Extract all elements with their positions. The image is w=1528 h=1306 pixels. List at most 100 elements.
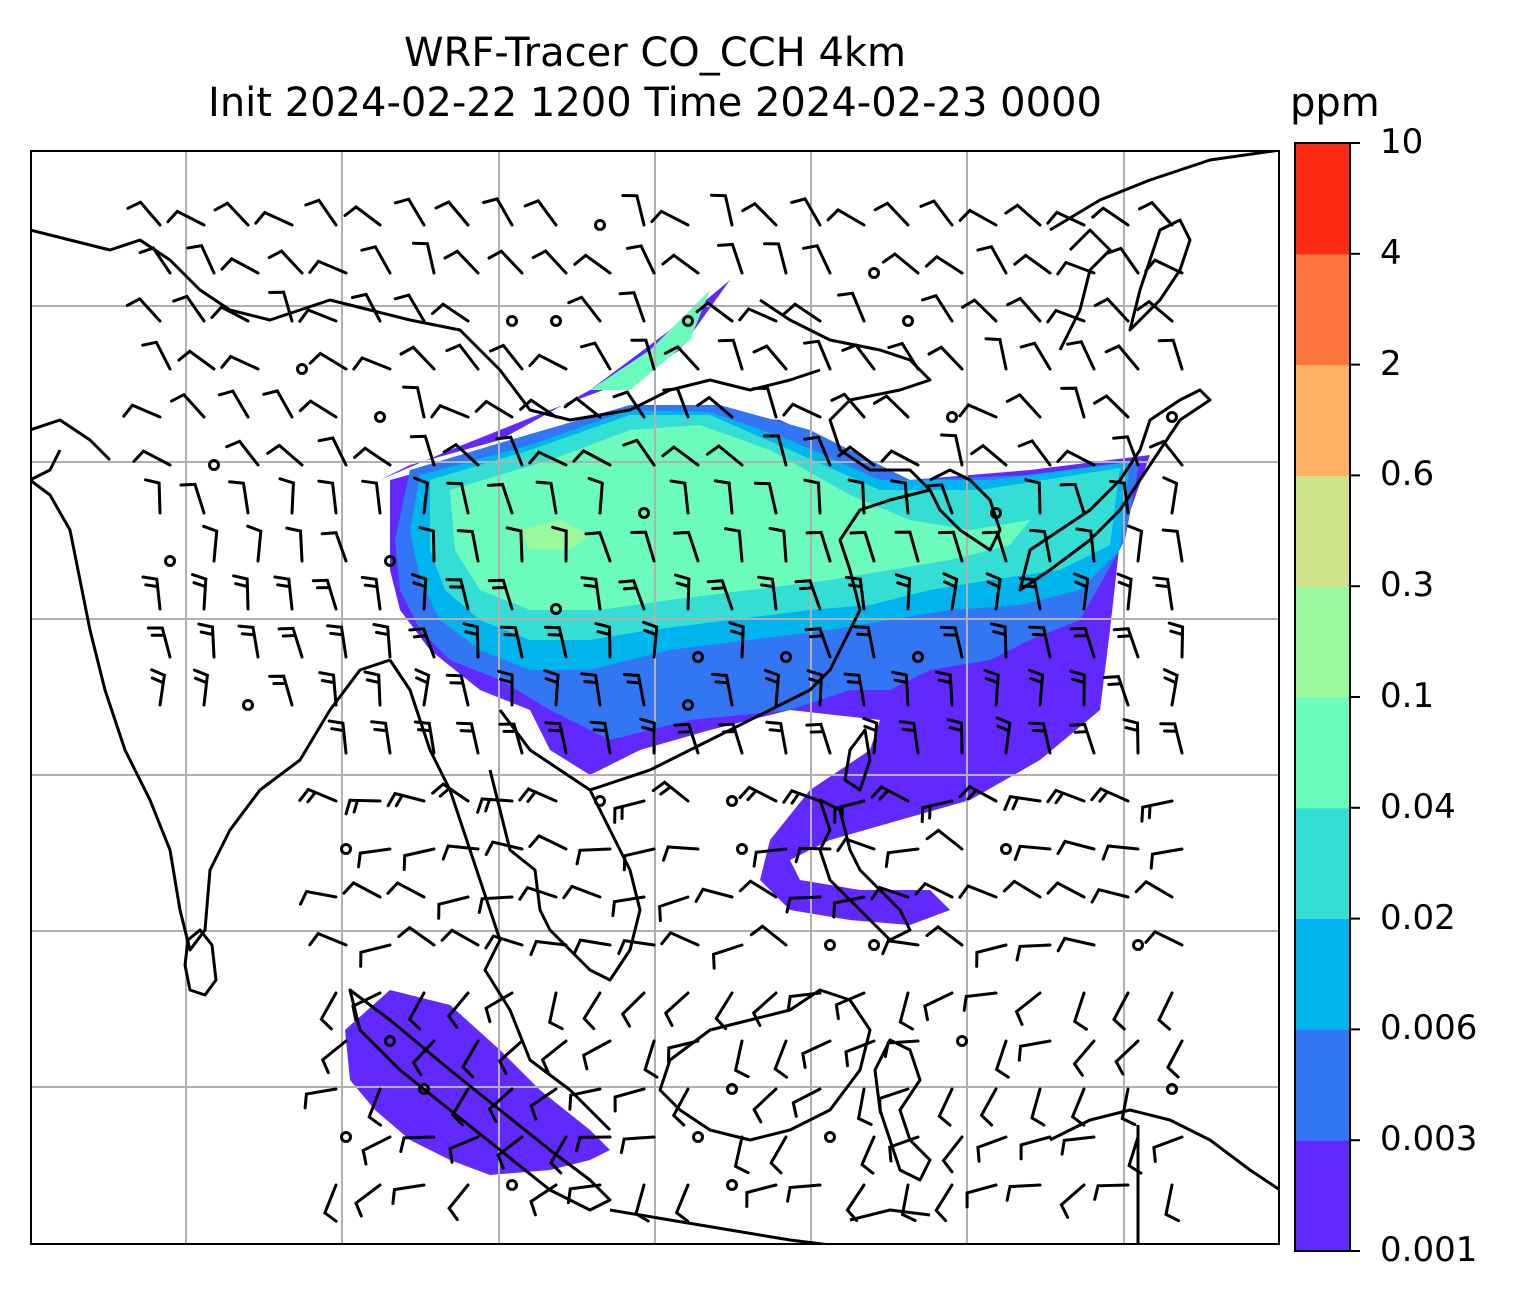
- wind-barb: [1134, 879, 1174, 899]
- calm-marker: [682, 699, 694, 711]
- wind-barb: [344, 798, 382, 816]
- wind-barb: [430, 403, 470, 419]
- wind-barb: [518, 885, 558, 901]
- wind-barb: [860, 1135, 876, 1175]
- calm-marker: [1166, 1083, 1178, 1095]
- wind-barb: [399, 345, 436, 371]
- wind-barb: [363, 670, 382, 707]
- wind-barb: [1014, 991, 1042, 1026]
- wind-barb: [197, 622, 216, 659]
- wind-barb: [529, 1183, 558, 1217]
- calm-marker: [946, 411, 958, 423]
- wind-barb: [285, 526, 304, 563]
- wind-barb: [1072, 1039, 1096, 1077]
- wind-barb: [386, 791, 426, 808]
- wind-barb: [752, 344, 788, 371]
- wind-barb: [661, 253, 700, 275]
- wind-barb: [1046, 881, 1086, 899]
- wind-barb: [1013, 844, 1052, 861]
- wind-barb: [782, 402, 822, 419]
- coastline-japan: [1018, 218, 1212, 592]
- wind-barb: [1166, 1039, 1184, 1079]
- wind-barb: [714, 991, 734, 1031]
- wind-barb: [547, 991, 564, 1031]
- wind-barb: [298, 399, 338, 419]
- wind-barb: [461, 1039, 480, 1079]
- wind-barb: [563, 396, 602, 419]
- wind-barb: [958, 208, 998, 227]
- wind-barb: [621, 194, 646, 227]
- colorbar-segment: [1295, 586, 1350, 698]
- wind-barb: [402, 847, 436, 872]
- wind-barb: [852, 625, 876, 659]
- wind-barb: [983, 669, 1000, 707]
- wind-barb: [186, 244, 216, 275]
- wind-barb: [1090, 887, 1130, 904]
- wind-barb: [1028, 721, 1052, 755]
- wind-barb: [738, 785, 778, 803]
- wind-barb: [794, 846, 832, 864]
- wind-barb: [752, 1087, 778, 1124]
- wind-barb: [663, 991, 690, 1027]
- wind-barb: [919, 199, 954, 227]
- wind-barb: [361, 479, 382, 515]
- wind-barb: [762, 434, 788, 467]
- wind-barb: [497, 669, 514, 707]
- wind-barb: [927, 345, 964, 371]
- wind-barb: [213, 201, 250, 227]
- wind-barb: [981, 530, 1008, 563]
- calm-wind-markers: [164, 219, 1178, 1191]
- coastline-java: [609, 1208, 931, 1245]
- wind-barb: [518, 787, 558, 803]
- wind-barb: [976, 244, 1008, 275]
- colorbar-tick-label: 0.6: [1380, 454, 1435, 495]
- wind-barb: [192, 668, 210, 707]
- calm-marker: [242, 699, 254, 711]
- wind-barb: [856, 1087, 873, 1126]
- calm-marker: [594, 795, 606, 807]
- calm-marker: [506, 1179, 518, 1191]
- wind-barb: [939, 625, 964, 659]
- wind-barb: [830, 392, 866, 419]
- wind-barb: [845, 1183, 866, 1222]
- wind-barb: [580, 672, 602, 707]
- wind-barb: [499, 625, 524, 659]
- calm-marker: [824, 1131, 836, 1143]
- wind-barb: [1030, 1087, 1046, 1127]
- wind-barb: [1006, 296, 1042, 323]
- wind-barbs: [122, 193, 1185, 1223]
- coastline-taiwan: [843, 728, 872, 792]
- wind-barb: [1101, 844, 1140, 861]
- wind-barb: [1069, 626, 1096, 659]
- wind-barb: [1028, 625, 1052, 659]
- wind-barb: [1127, 1135, 1143, 1175]
- wind-barb: [752, 386, 778, 419]
- wind-barb: [979, 1087, 998, 1127]
- coastline-philippines: [818, 798, 912, 942]
- wind-barb: [594, 622, 612, 659]
- wind-barb: [353, 446, 392, 467]
- calm-marker: [912, 651, 924, 663]
- wind-barb: [769, 1135, 788, 1175]
- wind-barb: [323, 1183, 338, 1223]
- wind-barb: [844, 575, 866, 611]
- wind-barb: [543, 669, 560, 707]
- wind-barb: [1104, 344, 1140, 371]
- wind-barb: [528, 834, 568, 851]
- wind-barb: [970, 443, 1008, 467]
- wind-barb: [1070, 1087, 1086, 1127]
- wind-barb: [326, 624, 348, 659]
- wind-barb: [995, 716, 1012, 755]
- wind-barb: [418, 526, 436, 563]
- colorbar-segment: [1295, 143, 1350, 255]
- wind-barb: [177, 349, 216, 371]
- wind-barb: [847, 478, 866, 515]
- wind-barb: [372, 623, 392, 659]
- wind-barb: [487, 482, 514, 515]
- wind-barb: [1114, 1039, 1140, 1076]
- wind-barb: [551, 525, 568, 563]
- wind-barb: [487, 1087, 514, 1123]
- calm-marker: [340, 1131, 352, 1143]
- wind-barb: [1093, 297, 1130, 323]
- wind-barb: [733, 1135, 750, 1175]
